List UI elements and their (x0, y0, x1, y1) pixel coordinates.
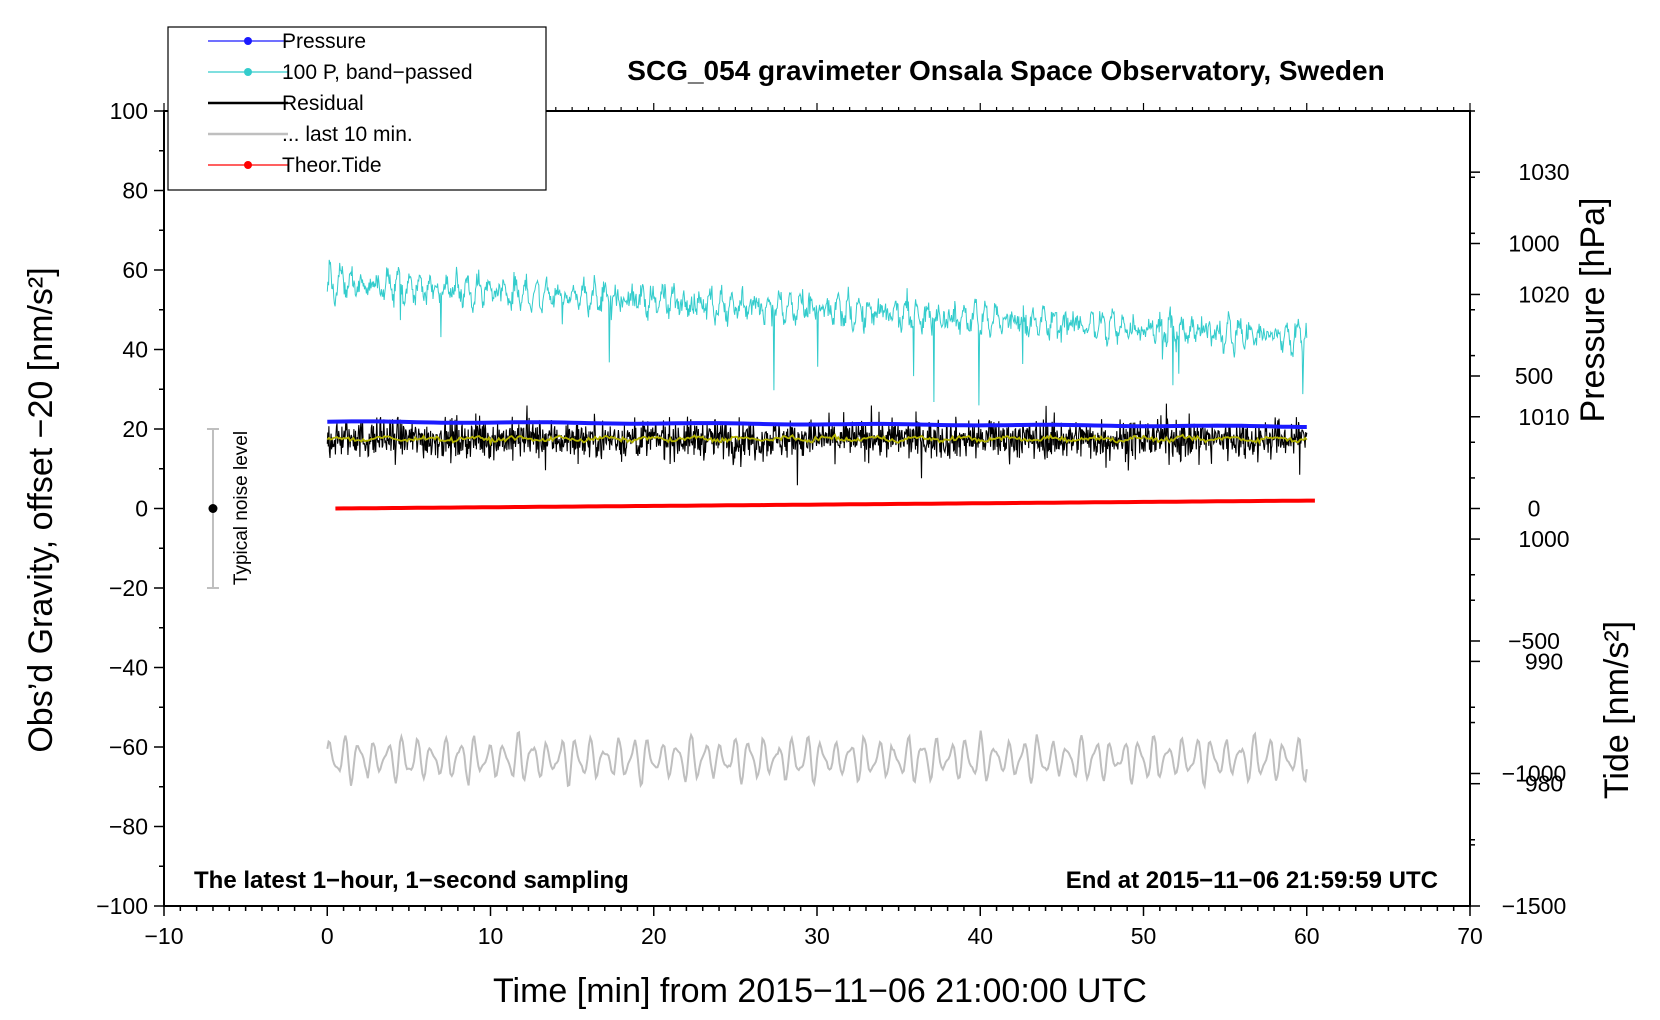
pressure-tick-label: 980 (1525, 771, 1563, 797)
y-tick-label: −100 (96, 893, 148, 919)
y-axis-title-tide: Tide [nm/s²] (1598, 621, 1636, 799)
legend-label: ... last 10 min. (282, 123, 413, 146)
x-tick-label: 60 (1294, 923, 1320, 949)
series-last-10-min (326, 730, 1308, 790)
tide-tick-label: 0 (1528, 496, 1541, 522)
legend-label: 100 P, band−passed (282, 61, 473, 84)
y-tick-label: −80 (109, 814, 148, 840)
x-axis-title: Time [min] from 2015−11−06 21:00:00 UTC (493, 972, 1147, 1010)
y-tick-label: 40 (122, 337, 148, 363)
y-tick-label: −40 (109, 655, 148, 681)
series-pressure-band-passed (326, 259, 1308, 406)
noise-bar-center (208, 504, 218, 513)
y-tick-label: 100 (110, 98, 148, 124)
x-tick-label: 0 (321, 923, 334, 949)
x-tick-label: 70 (1457, 923, 1483, 949)
legend-marker (244, 37, 252, 45)
chart-title: SCG_054 gravimeter Onsala Space Observat… (627, 55, 1384, 86)
y-axis-title-gravity: Obs’d Gravity, offset −20 [nm/s²] (22, 267, 60, 752)
end-time-note: End at 2015−11−06 21:59:59 UTC (1066, 867, 1438, 894)
pressure-tick-label: 990 (1525, 648, 1563, 674)
tide-tick-label: −1500 (1502, 893, 1567, 919)
series-theor-tide (335, 498, 1315, 511)
pressure-tick-label: 1010 (1518, 404, 1569, 430)
noise-bar (206, 428, 219, 589)
series-residual-smoothed (326, 433, 1308, 447)
legend-label: Theor.Tide (282, 154, 382, 177)
y-tick-label: −60 (109, 734, 148, 760)
x-tick-label: 40 (967, 923, 993, 949)
legend-box (167, 26, 547, 191)
y-tick-label: 80 (122, 178, 148, 204)
y-tick-label: 0 (135, 496, 148, 522)
pressure-tick-label: 1030 (1518, 159, 1569, 185)
x-tick-label: 30 (804, 923, 830, 949)
legend-label: Residual (282, 92, 364, 115)
tide-tick-label: −1000 (1502, 761, 1567, 787)
y-axis-title-pressure: Pressure [hPa] (1574, 198, 1612, 423)
tide-tick-label: −500 (1508, 628, 1560, 654)
x-tick-label: 20 (641, 923, 667, 949)
noise-level-label: Typical noise level (231, 431, 252, 585)
y-tick-label: 60 (122, 257, 148, 283)
sampling-note: The latest 1−hour, 1−second sampling (194, 867, 629, 894)
x-tick-label: −10 (144, 923, 183, 949)
x-tick-label: 50 (1131, 923, 1157, 949)
legend-marker (244, 68, 252, 76)
series-layer (326, 259, 1315, 790)
series-residual (326, 403, 1308, 486)
tide-tick-label: 500 (1515, 363, 1553, 389)
pressure-tick-label: 1020 (1518, 281, 1569, 307)
legend: Pressure 100 P, band−passed Residual ... la… (167, 26, 547, 191)
legend-label: Pressure (282, 30, 366, 53)
series-pressure (327, 419, 1307, 429)
legend-marker (244, 161, 252, 169)
y-tick-label: −20 (109, 575, 148, 601)
axis-ticks: −10 0 10 20 30 40 50 60 70100806040200−20−40−60−… (96, 98, 1569, 949)
tide-tick-label: 1000 (1508, 231, 1559, 257)
y-tick-label: 20 (122, 416, 148, 442)
pressure-tick-label: 1000 (1518, 526, 1569, 552)
x-tick-label: 10 (478, 923, 504, 949)
